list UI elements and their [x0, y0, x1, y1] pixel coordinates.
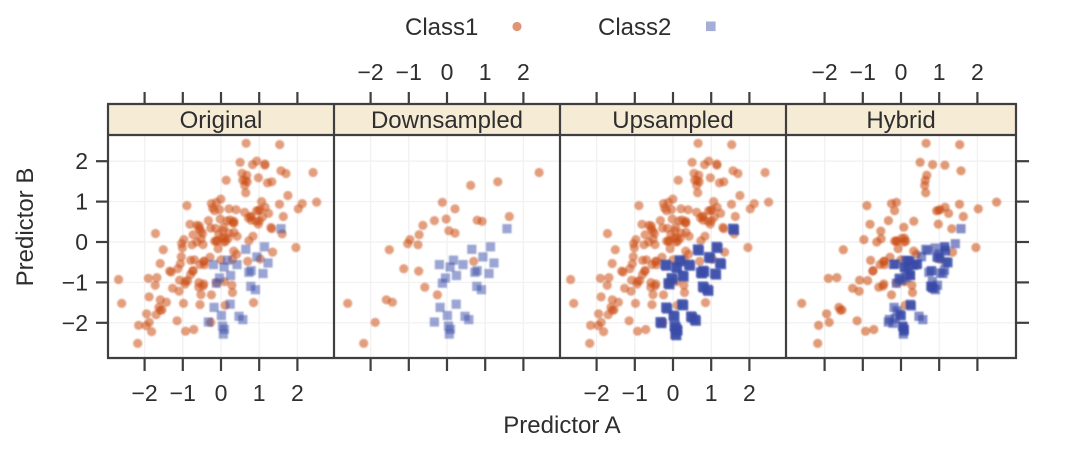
- svg-text:Class1: Class1: [405, 14, 478, 41]
- svg-text:Class2: Class2: [598, 14, 671, 41]
- svg-text:1: 1: [253, 380, 266, 406]
- svg-text:1: 1: [479, 59, 492, 85]
- svg-text:−2: −2: [62, 310, 88, 336]
- svg-text:0: 0: [441, 59, 454, 85]
- svg-text:Upsampled: Upsampled: [612, 107, 733, 134]
- svg-text:2: 2: [291, 380, 304, 406]
- svg-text:Predictor A: Predictor A: [503, 412, 620, 439]
- svg-text:1: 1: [705, 380, 718, 406]
- svg-text:Original: Original: [180, 107, 263, 134]
- svg-text:2: 2: [75, 148, 88, 174]
- svg-text:−2: −2: [131, 380, 157, 406]
- svg-text:2: 2: [971, 59, 984, 85]
- svg-text:Downsampled: Downsampled: [371, 107, 523, 134]
- svg-text:1: 1: [75, 189, 88, 215]
- svg-text:0: 0: [75, 229, 88, 255]
- svg-text:−1: −1: [396, 59, 422, 85]
- svg-text:Hybrid: Hybrid: [866, 107, 935, 134]
- svg-text:−1: −1: [850, 59, 876, 85]
- svg-text:−2: −2: [583, 380, 609, 406]
- svg-text:−1: −1: [170, 380, 196, 406]
- svg-text:1: 1: [933, 59, 946, 85]
- svg-text:0: 0: [667, 380, 680, 406]
- svg-text:−1: −1: [62, 269, 88, 295]
- svg-text:0: 0: [215, 380, 228, 406]
- svg-text:2: 2: [517, 59, 530, 85]
- svg-text:−1: −1: [622, 380, 648, 406]
- svg-text:0: 0: [895, 59, 908, 85]
- svg-text:2: 2: [743, 380, 756, 406]
- svg-text:Predictor B: Predictor B: [12, 168, 39, 287]
- svg-text:−2: −2: [357, 59, 383, 85]
- svg-text:−2: −2: [811, 59, 837, 85]
